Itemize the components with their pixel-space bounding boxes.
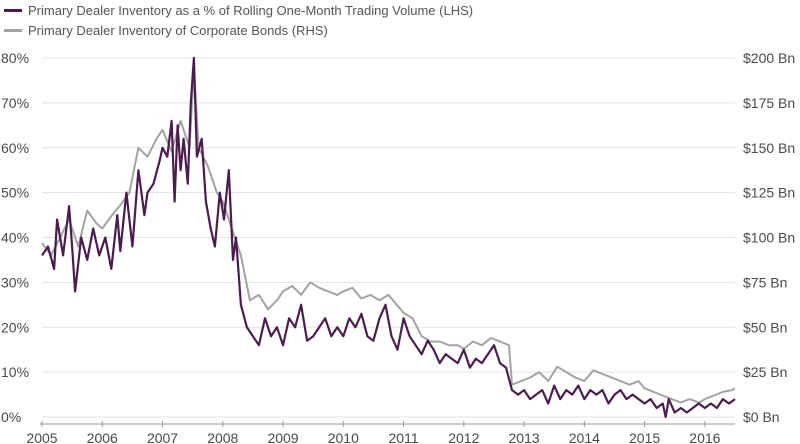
gridlines	[42, 57, 735, 418]
x-axis: 2005 2006 2007 2008 2009 2010 2011 2012 2013 2014…	[26, 421, 735, 444]
y-right-tick-label: $125 Bn	[743, 185, 795, 201]
x-tick-label: 2007	[147, 430, 178, 444]
x-tick-label: 2013	[509, 430, 540, 444]
x-tick-label: 2011	[389, 430, 419, 444]
y-left-tick-label: 70%	[1, 95, 29, 111]
y-right-tick-label: $100 Bn	[743, 230, 795, 246]
x-tick-label: 2006	[87, 430, 118, 444]
y-left-tick-label: 40%	[1, 230, 29, 246]
y-right-tick-label: $50 Bn	[743, 319, 787, 335]
x-tick-label: 2008	[207, 430, 238, 444]
x-tick-label: 2014	[569, 430, 600, 444]
y-left-tick-label: 50%	[1, 185, 29, 201]
legend-label-lhs: Primary Dealer Inventory as a % of Rolli…	[28, 2, 474, 18]
legend-item-lhs: Primary Dealer Inventory as a % of Rolli…	[4, 0, 473, 20]
y-right-tick-label: $0 Bn	[743, 409, 780, 425]
legend-label-rhs: Primary Dealer Inventory of Corporate Bo…	[28, 22, 328, 38]
y-left-tick-label: 80%	[1, 50, 29, 66]
y-right-tick-label: $200 Bn	[743, 50, 795, 66]
series-line-lhs	[41, 56, 736, 419]
legend-swatch-lhs	[4, 8, 22, 12]
x-tick-label: 2015	[629, 430, 660, 444]
y-right-tick-label: $175 Bn	[743, 95, 795, 111]
legend-swatch-rhs	[4, 28, 22, 32]
x-tick-label: 2010	[328, 430, 359, 444]
legend-item-rhs: Primary Dealer Inventory of Corporate Bo…	[4, 20, 473, 40]
y-right-tick-label: $75 Bn	[743, 274, 787, 290]
y-left-tick-label: 0%	[1, 409, 21, 425]
y-left-tick-label: 30%	[1, 274, 29, 290]
series-line-rhs	[41, 66, 736, 404]
x-tick-label: 2016	[689, 430, 720, 444]
x-tick-label: 2012	[448, 430, 479, 444]
y-left-tick-label: 10%	[1, 364, 29, 380]
y-left-tick-label: 20%	[1, 319, 29, 335]
y-left-tick-label: 60%	[1, 140, 29, 156]
series-lines	[41, 56, 736, 419]
legend: Primary Dealer Inventory as a % of Rolli…	[4, 0, 473, 40]
y-axis-left: 0% 10% 20% 30% 40% 50% 60% 70% 80%	[1, 50, 29, 425]
y-right-tick-label: $150 Bn	[743, 140, 795, 156]
y-axis-right: $0 Bn $25 Bn $50 Bn $75 Bn $100 Bn $125 Bn $15…	[743, 50, 795, 425]
x-tick-label: 2009	[267, 430, 298, 444]
y-right-tick-label: $25 Bn	[743, 364, 787, 380]
x-tick-label: 2005	[26, 430, 57, 444]
